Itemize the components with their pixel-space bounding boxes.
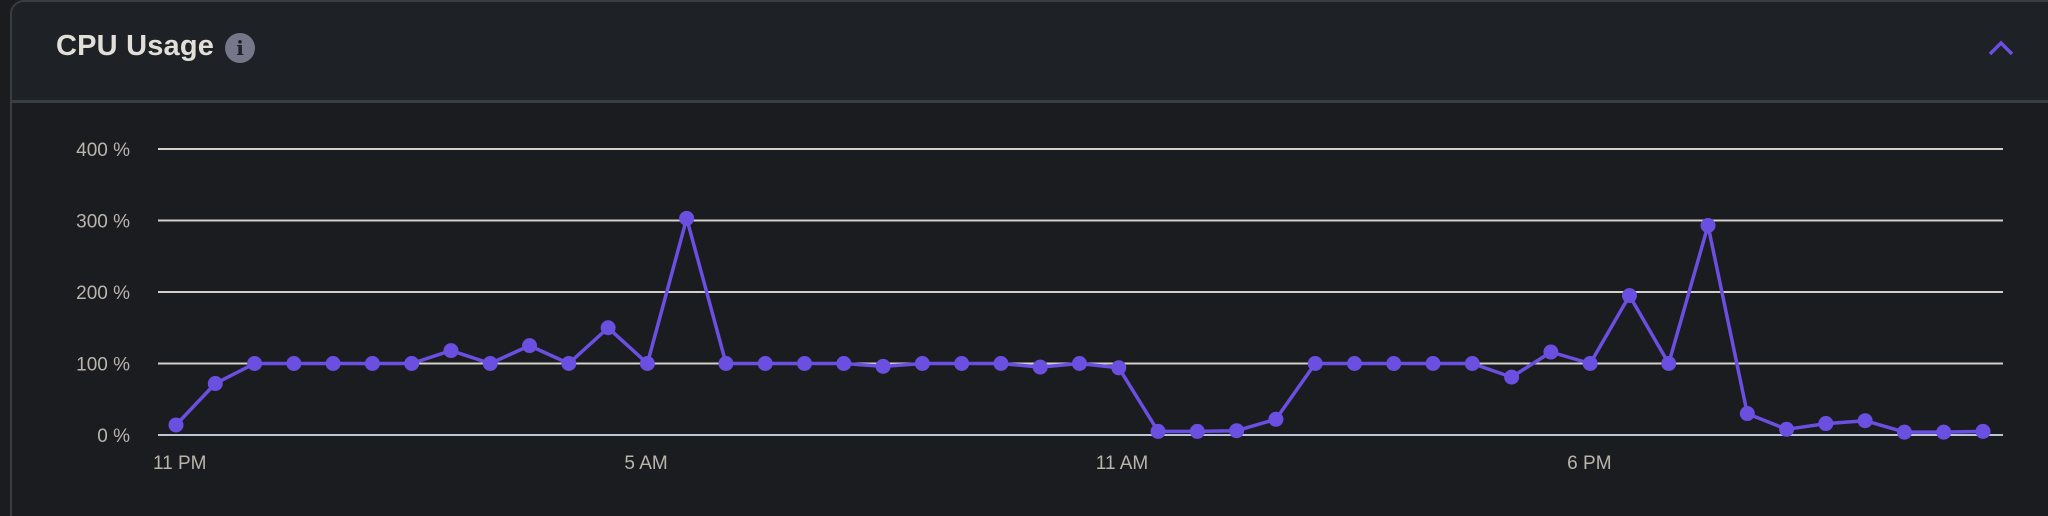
chart-gridlines	[158, 148, 2003, 436]
x-tick-label: 11 AM	[1096, 453, 1148, 474]
data-point[interactable]	[914, 356, 930, 371]
info-icon[interactable]: i	[225, 33, 255, 63]
data-point[interactable]	[1504, 369, 1520, 385]
data-point[interactable]	[1268, 411, 1284, 427]
data-point[interactable]	[993, 356, 1009, 371]
data-point[interactable]	[1896, 424, 1912, 440]
data-point[interactable]	[325, 356, 341, 371]
data-point[interactable]	[1346, 356, 1362, 371]
data-point[interactable]	[639, 356, 655, 371]
data-point[interactable]	[1386, 356, 1402, 371]
data-point[interactable]	[364, 356, 380, 371]
cpu-usage-panel: CPU Usage i	[10, 0, 2048, 516]
data-point[interactable]	[600, 320, 616, 336]
data-point[interactable]	[207, 376, 223, 392]
data-point[interactable]	[875, 358, 891, 374]
y-axis-labels: 0 % 100 % 200 % 300 % 400 %	[76, 140, 130, 447]
data-point[interactable]	[1582, 356, 1598, 371]
data-point[interactable]	[168, 417, 184, 433]
data-point[interactable]	[1072, 356, 1087, 371]
data-point[interactable]	[1739, 406, 1755, 422]
collapse-button[interactable]	[1986, 34, 2016, 64]
data-point[interactable]	[561, 356, 577, 371]
data-point[interactable]	[1111, 360, 1127, 376]
x-axis-labels: 11 PM 5 AM 11 AM 6 PM	[153, 453, 1612, 474]
data-point[interactable]	[1661, 356, 1677, 371]
data-point[interactable]	[522, 338, 538, 354]
y-tick-label: 0 %	[97, 426, 130, 447]
data-point[interactable]	[286, 356, 302, 371]
data-point[interactable]	[954, 356, 970, 371]
panel-title: CPU Usage	[56, 30, 215, 62]
data-point[interactable]	[679, 210, 695, 226]
data-point[interactable]	[836, 356, 852, 371]
data-point[interactable]	[1032, 359, 1048, 375]
data-point[interactable]	[482, 356, 498, 371]
data-point[interactable]	[1818, 416, 1834, 432]
data-point[interactable]	[1229, 423, 1245, 439]
chevron-up-icon	[1988, 40, 2014, 56]
data-point[interactable]	[1700, 218, 1716, 234]
data-point[interactable]	[1189, 423, 1205, 439]
x-tick-label: 11 PM	[153, 453, 207, 474]
data-point[interactable]	[1425, 356, 1441, 371]
y-tick-label: 300 %	[76, 212, 130, 233]
data-point[interactable]	[757, 356, 773, 371]
data-point[interactable]	[1779, 421, 1795, 437]
cpu-data-points	[168, 210, 1991, 440]
panel-header: CPU Usage i	[12, 2, 2048, 103]
data-point[interactable]	[1307, 356, 1323, 371]
y-tick-label: 400 %	[76, 140, 130, 161]
x-tick-label: 6 PM	[1567, 453, 1611, 474]
data-point[interactable]	[1543, 344, 1559, 360]
data-point[interactable]	[247, 356, 263, 371]
data-point[interactable]	[404, 356, 420, 371]
data-point[interactable]	[1621, 288, 1637, 304]
data-point[interactable]	[443, 343, 459, 359]
y-tick-label: 200 %	[76, 283, 130, 304]
y-tick-label: 100 %	[76, 355, 130, 376]
cpu-series-line	[174, 216, 1984, 434]
data-point[interactable]	[1150, 423, 1166, 439]
data-point[interactable]	[1975, 423, 1991, 439]
data-point[interactable]	[1464, 356, 1480, 371]
data-point[interactable]	[718, 356, 734, 371]
x-tick-label: 5 AM	[624, 453, 667, 474]
data-point[interactable]	[1857, 413, 1873, 429]
data-point[interactable]	[797, 356, 813, 371]
data-point[interactable]	[1936, 424, 1952, 440]
